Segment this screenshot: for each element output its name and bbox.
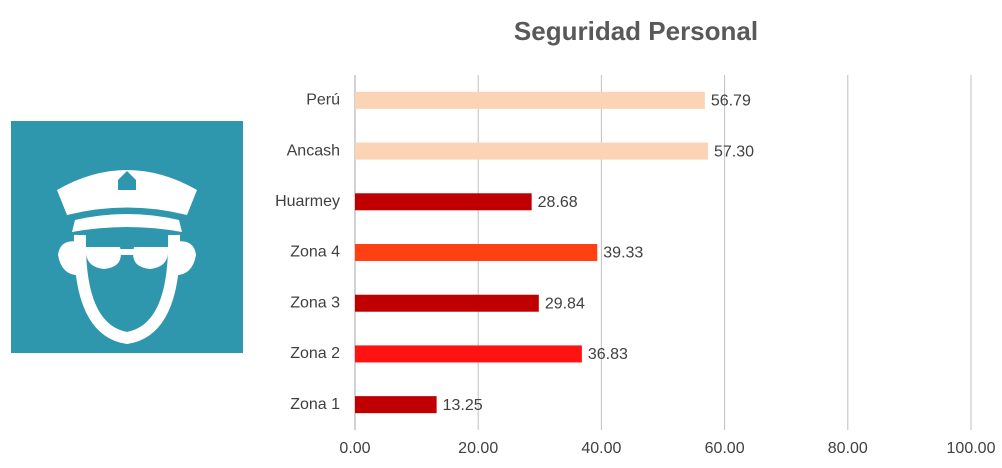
chart-title: Seguridad Personal [514, 16, 758, 46]
y-tick-label: Zona 4 [290, 244, 340, 261]
data-label: 39.33 [603, 245, 643, 262]
bar [355, 345, 582, 363]
x-tick-label: 100.00 [947, 440, 996, 457]
bar [355, 193, 532, 211]
x-tick-label: 20.00 [458, 440, 498, 457]
x-tick-label: 40.00 [581, 440, 621, 457]
x-tick-label: 60.00 [705, 440, 745, 457]
bar [355, 91, 705, 109]
x-tick-label: 0.00 [339, 440, 370, 457]
y-tick-label: Zona 2 [290, 345, 340, 362]
data-label: 57.30 [714, 143, 754, 160]
y-tick-label: Ancash [287, 142, 340, 159]
y-tick-label: Zona 1 [290, 396, 340, 413]
police-icon [11, 121, 243, 353]
data-label: 29.84 [545, 295, 585, 312]
data-label: 36.83 [588, 346, 628, 363]
x-tick-label: 80.00 [828, 440, 868, 457]
bar [355, 396, 437, 414]
y-tick-label: Huarmey [275, 193, 340, 210]
bar [355, 294, 539, 312]
data-label: 13.25 [443, 397, 483, 414]
bar [355, 142, 708, 160]
data-label: 56.79 [711, 93, 751, 110]
y-tick-label: Zona 3 [290, 294, 340, 311]
data-label: 28.68 [538, 194, 578, 211]
y-tick-label: Perú [306, 92, 340, 109]
bar [355, 244, 598, 261]
